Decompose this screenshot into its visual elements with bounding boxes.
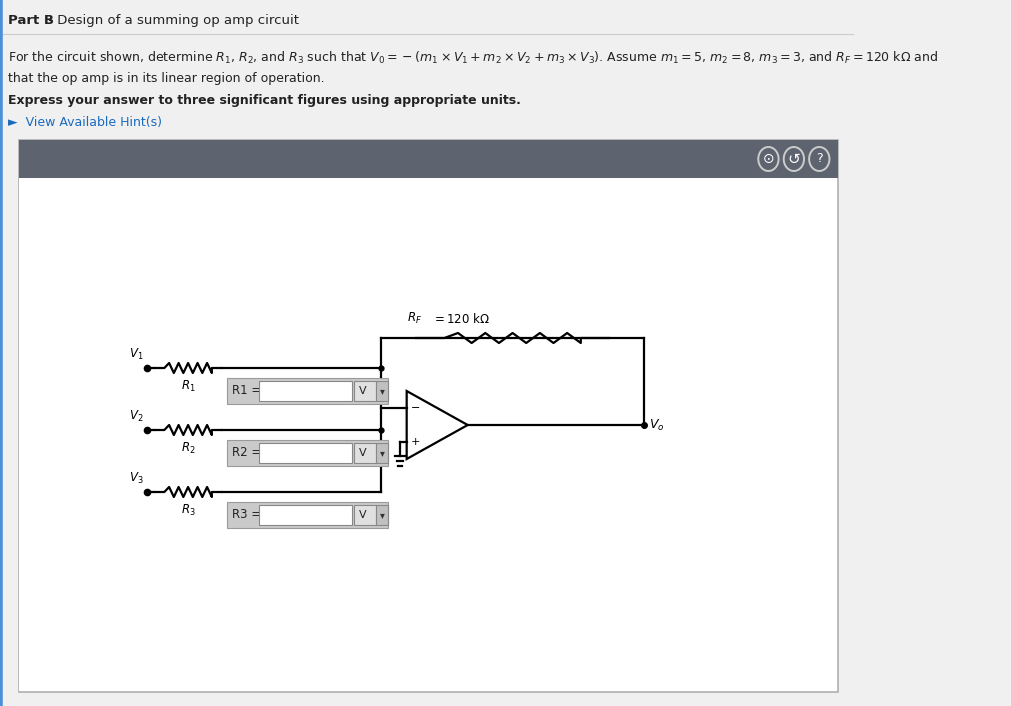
Text: ▾: ▾ xyxy=(380,510,384,520)
Text: ▾: ▾ xyxy=(380,448,384,458)
Bar xyxy=(376,505,388,525)
Text: $V_1$: $V_1$ xyxy=(128,347,144,362)
Bar xyxy=(354,443,376,463)
Text: R2 =: R2 = xyxy=(233,446,262,460)
Text: V: V xyxy=(359,448,366,458)
Text: For the circuit shown, determine $R_1$, $R_2$, and $R_3$ such that $V_0 = -(m_1 : For the circuit shown, determine $R_1$, … xyxy=(8,50,938,66)
Text: Express your answer to three significant figures using appropriate units.: Express your answer to three significant… xyxy=(8,94,522,107)
Bar xyxy=(19,178,837,691)
Bar xyxy=(18,140,838,692)
Text: R1 =: R1 = xyxy=(233,385,262,397)
Text: R3 =: R3 = xyxy=(233,508,261,522)
Text: V: V xyxy=(359,510,366,520)
Text: −: − xyxy=(410,403,420,413)
Text: - Design of a summing op amp circuit: - Design of a summing op amp circuit xyxy=(44,14,299,27)
Bar xyxy=(18,140,838,178)
Text: ⊙: ⊙ xyxy=(762,152,774,166)
Text: $R_1$: $R_1$ xyxy=(181,379,195,394)
Bar xyxy=(354,381,376,401)
Text: ▾: ▾ xyxy=(380,386,384,396)
Text: $= 120\ \mathrm{k\Omega}$: $= 120\ \mathrm{k\Omega}$ xyxy=(432,312,490,326)
Text: that the op amp is in its linear region of operation.: that the op amp is in its linear region … xyxy=(8,72,326,85)
Bar xyxy=(376,381,388,401)
Text: $R_F$: $R_F$ xyxy=(406,311,422,326)
Bar xyxy=(227,378,388,404)
Text: ?: ? xyxy=(816,152,823,165)
Text: +: + xyxy=(410,437,420,447)
Bar xyxy=(354,505,376,525)
Bar xyxy=(259,381,353,401)
Text: $R_2$: $R_2$ xyxy=(181,441,195,456)
Bar xyxy=(227,440,388,466)
Text: $V_o$: $V_o$ xyxy=(649,417,664,433)
Text: $R_3$: $R_3$ xyxy=(181,503,195,518)
Bar xyxy=(376,443,388,463)
Text: ►  View Available Hint(s): ► View Available Hint(s) xyxy=(8,116,163,129)
Bar xyxy=(259,443,353,463)
Text: $V_2$: $V_2$ xyxy=(128,409,144,424)
Text: Part B: Part B xyxy=(8,14,55,27)
Bar xyxy=(259,505,353,525)
Text: V: V xyxy=(359,386,366,396)
Text: ↺: ↺ xyxy=(788,152,801,167)
Text: $V_3$: $V_3$ xyxy=(128,471,144,486)
Bar xyxy=(227,502,388,528)
